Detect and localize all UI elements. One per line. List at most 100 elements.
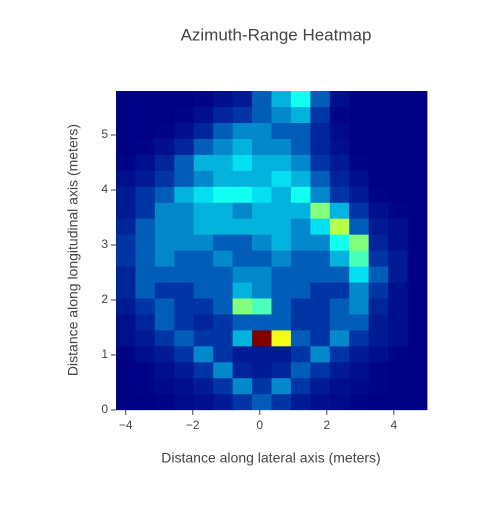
heatmap-cell — [252, 250, 272, 267]
heatmap-cell — [116, 345, 136, 363]
heatmap-cell — [349, 218, 370, 235]
heatmap-cell — [193, 218, 214, 235]
heatmap-cell — [271, 138, 292, 155]
heatmap-cell — [116, 186, 136, 203]
heatmap-cell — [368, 91, 389, 108]
heatmap-cell — [252, 393, 272, 411]
heatmap-cell — [213, 218, 234, 235]
heatmap-cell — [407, 218, 428, 235]
heatmap-cell — [368, 202, 389, 219]
heatmap-cell — [271, 186, 292, 203]
heatmap-cell — [232, 154, 253, 171]
heatmap-cell — [252, 298, 272, 315]
heatmap-cell — [388, 138, 408, 155]
heatmap-cell — [154, 298, 175, 315]
heatmap-cell — [349, 91, 370, 108]
heatmap-cell — [154, 345, 175, 363]
heatmap-cell — [116, 170, 136, 187]
heatmap-cell — [407, 106, 428, 124]
heatmap-cell — [252, 154, 272, 171]
heatmap-cell — [329, 361, 350, 379]
heatmap-cell — [388, 170, 408, 187]
heatmap-cell — [329, 91, 350, 108]
heatmap-cell — [310, 298, 331, 315]
heatmap-cell — [388, 345, 408, 363]
heatmap-cell — [154, 170, 175, 187]
heatmap-cell — [349, 250, 370, 267]
heatmap-cell — [368, 361, 389, 379]
heatmap-cell — [407, 91, 428, 108]
heatmap-cell — [232, 138, 253, 155]
heatmap-cell — [213, 377, 234, 395]
heatmap-cell — [154, 218, 175, 235]
heatmap-cell — [252, 377, 272, 395]
heatmap-cell — [310, 91, 331, 108]
heatmap-cell — [329, 122, 350, 139]
heatmap-cell — [388, 218, 408, 235]
heatmap-cell — [368, 154, 389, 171]
heatmap-cell — [154, 282, 175, 299]
heatmap-cell — [174, 106, 195, 124]
heatmap-cell — [290, 314, 311, 331]
heatmap-cell — [310, 170, 331, 187]
heatmap-cell — [388, 361, 408, 379]
heatmap-cell — [232, 170, 253, 187]
heatmap-cell — [232, 250, 253, 267]
heatmap-cell — [290, 138, 311, 155]
heatmap-cell — [388, 122, 408, 139]
heatmap-cell — [193, 234, 214, 251]
heatmap-cell — [116, 314, 136, 331]
heatmap-cell — [407, 361, 428, 379]
heatmap-cell — [252, 138, 272, 155]
heatmap-cell — [154, 250, 175, 267]
heatmap-cell — [193, 122, 214, 139]
heatmap-cell — [407, 234, 428, 251]
heatmap-cell — [232, 234, 253, 251]
heatmap-cell — [174, 91, 195, 108]
heatmap-cell — [368, 138, 389, 155]
heatmap-cell — [213, 154, 234, 171]
heatmap-cell — [290, 106, 311, 124]
heatmap-cell — [174, 250, 195, 267]
heatmap-cell — [232, 106, 253, 124]
heatmap-cell — [193, 138, 214, 155]
heatmap-cell — [349, 393, 370, 411]
y-tick-label: 2 — [101, 292, 108, 306]
heatmap-cell — [252, 314, 272, 331]
heatmap-cell — [154, 314, 175, 331]
heatmap-cell — [193, 314, 214, 331]
heatmap-cell — [407, 282, 428, 299]
heatmap-cell — [232, 122, 253, 139]
heatmap-cell — [174, 202, 195, 219]
heatmap-cell — [368, 170, 389, 187]
heatmap-cell — [349, 298, 370, 315]
heatmap-cell — [310, 377, 331, 395]
heatmap-cell — [135, 361, 156, 379]
heatmap-cell — [310, 361, 331, 379]
heatmap-cell — [310, 106, 331, 124]
x-tick-label: −4 — [119, 418, 133, 432]
heatmap-cell — [174, 154, 195, 171]
heatmap-cell — [232, 218, 253, 235]
heatmap-cell — [252, 361, 272, 379]
heatmap-cell — [329, 282, 350, 299]
heatmap-cell — [368, 393, 389, 411]
heatmap-cell — [213, 202, 234, 219]
heatmap-cell — [213, 234, 234, 251]
heatmap-cell — [193, 202, 214, 219]
heatmap-cell — [349, 361, 370, 379]
heatmap-cell — [135, 91, 156, 108]
heatmap-cell — [368, 122, 389, 139]
heatmap-cell — [388, 266, 408, 283]
heatmap-cell — [154, 122, 175, 139]
x-tick-label: 4 — [390, 418, 397, 432]
heatmap-cell — [271, 393, 292, 411]
heatmap-cell — [407, 377, 428, 395]
heatmap-cell — [388, 250, 408, 267]
heatmap-cell — [407, 250, 428, 267]
heatmap-cell — [349, 186, 370, 203]
heatmap-cell — [135, 345, 156, 363]
heatmap-cell — [232, 393, 253, 411]
heatmap-cell — [135, 138, 156, 155]
x-tick-label: 2 — [323, 418, 330, 432]
